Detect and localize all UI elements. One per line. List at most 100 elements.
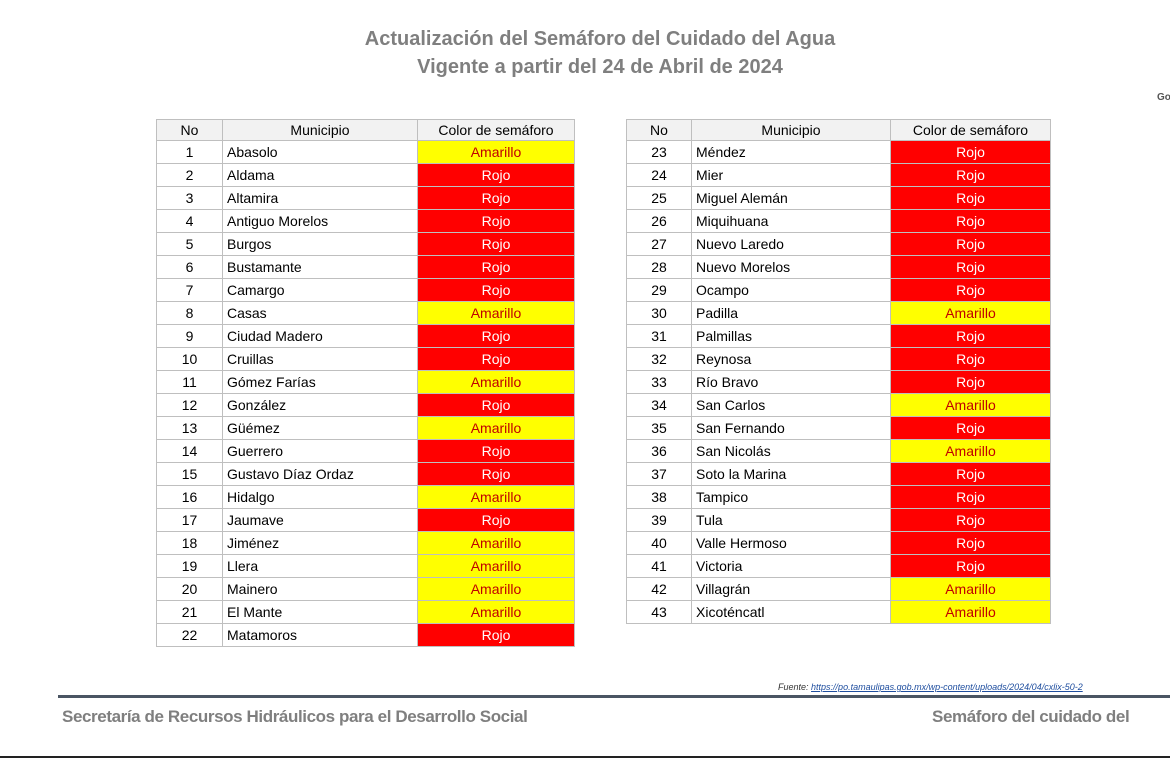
status: Rojo [890,140,1051,164]
row-number: 8 [156,301,223,325]
municipality: Antiguo Morelos [222,209,418,233]
municipality: San Nicolás [691,439,891,463]
row-number: 1 [156,140,223,164]
row-number: 13 [156,416,223,440]
municipality: Bustamante [222,255,418,279]
row-number: 2 [156,163,223,187]
row-number: 17 [156,508,223,532]
row: 33 Río Bravo Rojo [626,370,1051,394]
status: Amarillo [417,531,575,555]
municipality: Ciudad Madero [222,324,418,348]
municipality: Méndez [691,140,891,164]
status: Amarillo [417,485,575,509]
municipality: Reynosa [691,347,891,371]
municipality: Güémez [222,416,418,440]
status: Amarillo [890,393,1051,417]
row: 14 Guerrero Rojo [156,439,575,463]
column-header: Color de semáforo [417,119,575,141]
municipality: Burgos [222,232,418,256]
row: 38 Tampico Rojo [626,485,1051,509]
municipality: Guerrero [222,439,418,463]
municipality: San Carlos [691,393,891,417]
status: Rojo [417,163,575,187]
municipality: Abasolo [222,140,418,164]
row-number: 26 [626,209,692,233]
status: Rojo [417,508,575,532]
status: Rojo [417,278,575,302]
column-header: No [626,119,692,141]
row-number: 24 [626,163,692,187]
column-header: Municipio [222,119,418,141]
municipality: Miguel Alemán [691,186,891,210]
row-number: 33 [626,370,692,394]
table: No Municipio Color de semáforo 1 Abasolo Amar… [156,119,575,647]
row-number: 28 [626,255,692,279]
status: Amarillo [417,577,575,601]
source: Fuente: https://po.tamaulipas.gob.mx/wp-… [778,682,1083,692]
row: 43 Xicoténcatl Amarillo [626,600,1051,624]
status: Rojo [890,416,1051,440]
header-row: No Municipio Color de semáforo [626,119,1051,141]
row-number: 6 [156,255,223,279]
status: Amarillo [417,600,575,624]
row-number: 35 [626,416,692,440]
row-number: 32 [626,347,692,371]
column-header: Municipio [691,119,891,141]
status: Rojo [890,324,1051,348]
row: 29 Ocampo Rojo [626,278,1051,302]
row-number: 25 [626,186,692,210]
source-url[interactable]: https://po.tamaulipas.gob.mx/wp-content/… [811,682,1083,692]
column-header: No [156,119,223,141]
row-number: 23 [626,140,692,164]
row-number: 38 [626,485,692,509]
row-number: 20 [156,577,223,601]
status: Amarillo [890,439,1051,463]
row: 24 Mier Rojo [626,163,1051,187]
status: Rojo [890,370,1051,394]
status: Rojo [417,255,575,279]
municipality: Villagrán [691,577,891,601]
row: 17 Jaumave Rojo [156,508,575,532]
municipality: Gustavo Díaz Ordaz [222,462,418,486]
status: Rojo [417,324,575,348]
row: 34 San Carlos Amarillo [626,393,1051,417]
status: Rojo [890,554,1051,578]
municipality: Xicoténcatl [691,600,891,624]
row-number: 11 [156,370,223,394]
municipality: Nuevo Morelos [691,255,891,279]
row: 26 Miquihuana Rojo [626,209,1051,233]
title: Actualización del Semáforo del Cuidado d… [364,28,836,50]
municipality: Palmillas [691,324,891,348]
row-number: 36 [626,439,692,463]
row: 32 Reynosa Rojo [626,347,1051,371]
status: Amarillo [417,554,575,578]
status: Amarillo [890,600,1051,624]
municipality: Mier [691,163,891,187]
row: 13 Güémez Amarillo [156,416,575,440]
municipality: Tampico [691,485,891,509]
footer-right: Semáforo del cuidado del [932,707,1130,726]
municipality: Hidalgo [222,485,418,509]
row-number: 9 [156,324,223,348]
row: 31 Palmillas Rojo [626,324,1051,348]
status: Rojo [417,232,575,256]
municipality: Nuevo Laredo [691,232,891,256]
status: Rojo [890,278,1051,302]
status: Rojo [890,209,1051,233]
status: Rojo [417,347,575,371]
row: 4 Antiguo Morelos Rojo [156,209,575,233]
status: Rojo [890,347,1051,371]
municipality: Casas [222,301,418,325]
municipality: Padilla [691,301,891,325]
row: 16 Hidalgo Amarillo [156,485,575,509]
municipality: Cruillas [222,347,418,371]
corner-text: Go [1157,92,1170,103]
municipality: Mainero [222,577,418,601]
row: 9 Ciudad Madero Rojo [156,324,575,348]
row-number: 4 [156,209,223,233]
row: 12 González Rojo [156,393,575,417]
row: 19 Llera Amarillo [156,554,575,578]
row: 1 Abasolo Amarillo [156,140,575,164]
row: 5 Burgos Rojo [156,232,575,256]
municipality: Gómez Farías [222,370,418,394]
